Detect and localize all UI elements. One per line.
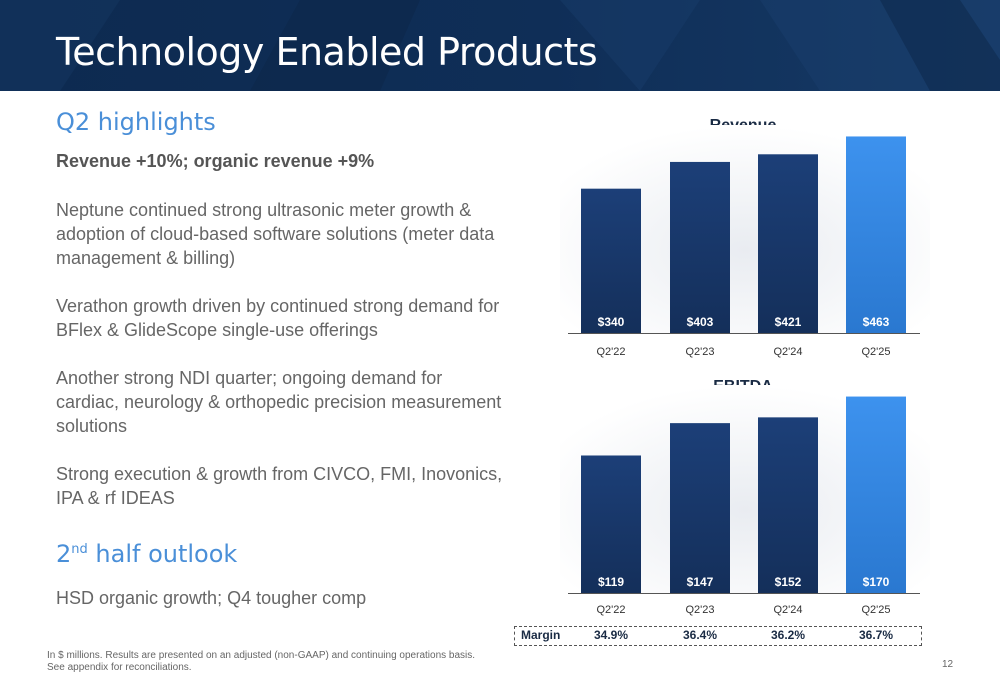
highlight-paragraph: Neptune continued strong ultrasonic mete… bbox=[56, 200, 495, 268]
bar bbox=[846, 396, 906, 593]
data-label: $463 bbox=[863, 315, 890, 329]
footnote: In $ millions. Results are presented on … bbox=[47, 650, 476, 673]
x-tick-label: Q2'22 bbox=[596, 346, 625, 358]
bar bbox=[670, 161, 730, 333]
data-label: $119 bbox=[598, 575, 624, 589]
x-tick-label: Q2'25 bbox=[861, 604, 890, 616]
x-tick-label: Q2'24 bbox=[773, 604, 802, 616]
bar bbox=[581, 188, 641, 333]
highlight-paragraph: Verathon growth driven by continued stro… bbox=[56, 296, 500, 340]
highlights-heading: Q2 highlights bbox=[56, 108, 216, 136]
bar bbox=[581, 455, 641, 593]
banner-pattern bbox=[0, 0, 1000, 91]
x-tick-label: Q2'25 bbox=[861, 346, 890, 358]
highlights-summary: Revenue +10%; organic revenue +9% bbox=[56, 151, 375, 171]
highlight-paragraph: Strong execution & growth from CIVCO, FM… bbox=[56, 464, 503, 508]
x-tick-label: Q2'24 bbox=[773, 346, 802, 358]
data-label: $421 bbox=[775, 315, 802, 329]
bar bbox=[758, 417, 818, 593]
bar bbox=[846, 136, 906, 333]
data-label: $147 bbox=[687, 575, 714, 589]
data-label: $170 bbox=[863, 575, 890, 589]
data-label: $152 bbox=[775, 575, 802, 589]
bar bbox=[758, 154, 818, 333]
x-tick-label: Q2'23 bbox=[685, 346, 714, 358]
margin-value: 36.4% bbox=[682, 628, 718, 642]
data-label: $340 bbox=[598, 315, 625, 329]
x-tick-label: Q2'23 bbox=[685, 604, 714, 616]
data-label: $403 bbox=[687, 315, 714, 329]
highlight-paragraph: Another strong NDI quarter; ongoing dema… bbox=[56, 368, 502, 436]
margin-row-box bbox=[514, 626, 922, 646]
margin-value: 34.9% bbox=[593, 628, 629, 642]
bar bbox=[670, 423, 730, 593]
margin-value: 36.7% bbox=[858, 628, 894, 642]
margin-value: 36.2% bbox=[770, 628, 806, 642]
outlook-heading: 2nd half outlook bbox=[56, 540, 238, 568]
x-tick-label: Q2'22 bbox=[596, 604, 625, 616]
margin-label: Margin bbox=[521, 628, 561, 642]
header-banner: Technology Enabled Products bbox=[0, 0, 1000, 91]
outlook-text: HSD organic growth; Q4 tougher comp bbox=[56, 588, 367, 608]
page-title: Technology Enabled Products bbox=[56, 30, 598, 74]
page-number: 12 bbox=[942, 659, 954, 670]
